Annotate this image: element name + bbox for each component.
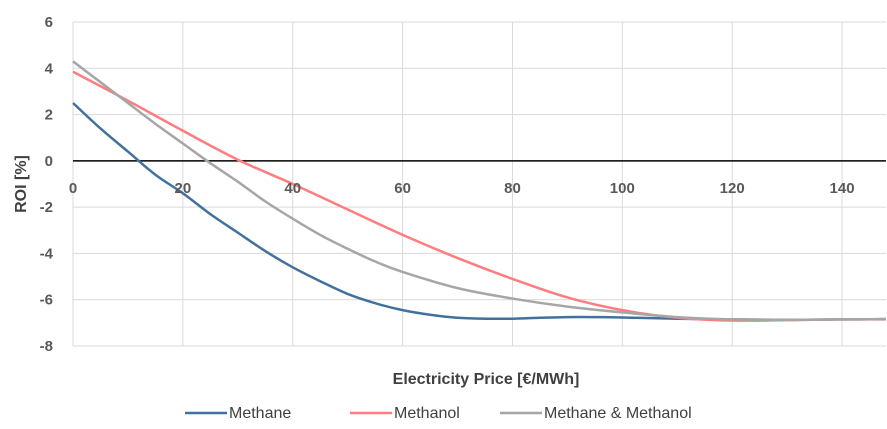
x-axis-title: Electricity Price [€/MWh] (393, 371, 580, 388)
x-tick-label: 100 (610, 180, 635, 197)
y-tick-label: -6 (40, 292, 53, 309)
y-tick-label: 4 (45, 60, 54, 77)
x-tick-label: 80 (504, 180, 521, 197)
y-tick-label: 2 (45, 107, 53, 124)
x-tick-label: 60 (394, 180, 411, 197)
y-tick-label: 6 (45, 14, 53, 31)
x-tick-label: 0 (69, 180, 77, 197)
y-tick-label: -8 (40, 338, 53, 355)
y-tick-label: -4 (40, 245, 54, 262)
series-line-methane-methanol (72, 60, 887, 322)
y-tick-label: 0 (45, 153, 53, 170)
y-tick-label: -2 (40, 199, 53, 216)
legend-label-methanol: Methanol (394, 405, 460, 422)
gridlines (72, 21, 886, 347)
x-tick-label: 20 (175, 180, 192, 197)
x-tick-label: 120 (720, 180, 745, 197)
y-axis-title: ROI [%] (13, 155, 30, 213)
legend-label-methane-methanol: Methane & Methanol (544, 405, 692, 422)
legend: Methane Methanol Methane & Methanol (185, 405, 692, 422)
series-line-methanol (72, 70, 887, 322)
x-tick-label: 140 (830, 180, 855, 197)
series-lines (72, 60, 887, 322)
legend-label-methane: Methane (229, 405, 291, 422)
series-line-methane (72, 102, 887, 322)
x-tick-label: 40 (284, 180, 301, 197)
